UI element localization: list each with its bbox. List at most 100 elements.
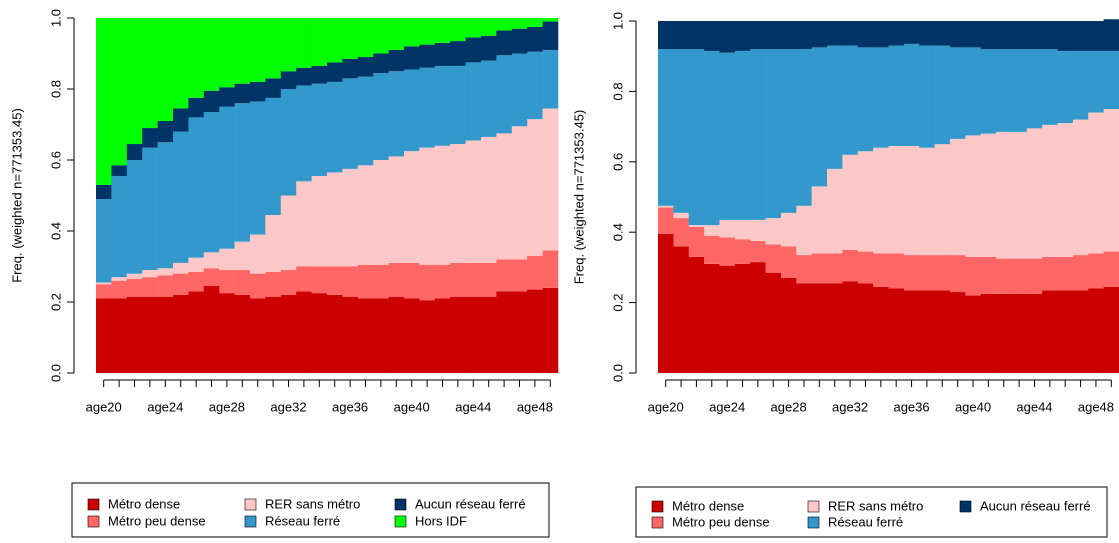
bar-segment <box>311 83 328 176</box>
bar-segment <box>250 81 266 102</box>
bar-segment <box>311 266 328 294</box>
legend-label: Hors IDF <box>415 513 467 528</box>
bar-segment <box>96 18 112 185</box>
bar-segment <box>250 101 266 235</box>
bar-segment <box>811 47 828 187</box>
bar-segment <box>658 207 674 234</box>
bar-segment <box>234 83 251 104</box>
bar-segment <box>357 264 374 299</box>
bar-segment <box>188 257 205 272</box>
bar-segment <box>996 49 1012 132</box>
bar-segment <box>342 78 359 169</box>
bar-segment <box>142 18 158 129</box>
bar-segment <box>1011 21 1028 50</box>
y-tick-label: 0.4 <box>48 222 63 240</box>
bar-segment <box>357 18 374 58</box>
bar-segment <box>996 258 1012 294</box>
bar-segment <box>388 49 405 72</box>
bar-segment <box>450 65 466 145</box>
bar-segment <box>157 142 174 269</box>
bar-segment <box>342 296 359 373</box>
bar-segment <box>903 43 920 146</box>
bar-segment <box>265 18 282 79</box>
x-tick-label: age24 <box>709 399 745 414</box>
bar-segment <box>126 144 143 160</box>
bar-segment <box>465 262 482 297</box>
bar-segment <box>219 270 235 294</box>
bar-segment <box>996 293 1012 373</box>
bar-segment <box>481 136 497 263</box>
x-tick-label: age44 <box>1016 399 1052 414</box>
bar-segment <box>296 18 312 68</box>
bar-segment <box>1103 109 1119 252</box>
bar-segment <box>719 265 736 373</box>
bar-segment <box>157 120 174 143</box>
bar-segment <box>250 18 266 82</box>
bar-segment <box>419 18 436 45</box>
bar-segment <box>327 266 343 295</box>
bar-segment <box>203 90 220 113</box>
bar-segment <box>873 47 889 148</box>
bar-segment <box>704 21 720 51</box>
bar-segment <box>142 147 158 271</box>
bar-segment <box>265 296 282 373</box>
bar-segment <box>704 50 720 226</box>
bar-segment <box>388 262 405 297</box>
bar-segment <box>827 21 843 46</box>
bar-segment <box>750 241 766 263</box>
bar-segment <box>357 298 374 373</box>
bar-segment <box>111 277 128 281</box>
bar-segment <box>157 275 174 297</box>
bar-segment <box>949 292 966 373</box>
bar-segment <box>688 225 705 227</box>
x-tick-label: age28 <box>209 399 245 414</box>
bar-segment <box>842 21 859 46</box>
bar-segment <box>465 37 482 63</box>
bar-segment <box>1011 258 1028 294</box>
bar-segment <box>419 67 436 148</box>
bar-segment <box>434 264 451 299</box>
bar-segment <box>511 291 528 373</box>
bar-segment <box>157 296 174 373</box>
y-tick-label: 0.6 <box>610 153 625 171</box>
bar-segment <box>450 18 466 42</box>
bar-segment <box>796 21 812 50</box>
x-tick-label: age20 <box>86 399 122 414</box>
bar-segment <box>96 199 112 283</box>
y-tick-label: 0.0 <box>48 364 63 382</box>
bar-segment <box>658 205 674 208</box>
bar-segment <box>857 283 874 373</box>
x-tick-label: age44 <box>455 399 491 414</box>
y-tick-label: 0.8 <box>610 82 625 100</box>
bar-segment <box>111 175 128 278</box>
bar-segment <box>496 18 513 31</box>
bar-segment <box>219 106 235 249</box>
bar-segment <box>481 262 497 297</box>
bar-segment <box>342 168 359 267</box>
legend-label: Réseau ferré <box>265 513 340 528</box>
x-tick-label: age24 <box>147 399 183 414</box>
x-tick-label: age40 <box>394 399 430 414</box>
bar-segment <box>780 246 797 278</box>
bar-segment <box>965 47 981 136</box>
bar-segment <box>419 44 436 68</box>
legend-swatch <box>394 515 407 528</box>
legend-label: Métro dense <box>672 498 744 513</box>
bar-segment <box>919 147 935 256</box>
bar-segment <box>1088 112 1104 254</box>
bar-segment <box>873 253 889 287</box>
legend-swatch <box>244 498 257 511</box>
bar-segment <box>203 18 220 91</box>
bar-segment <box>388 18 405 50</box>
bar-segment <box>1042 49 1058 125</box>
bar-segment <box>511 259 528 292</box>
bar-segment <box>780 21 797 50</box>
bar-segment <box>434 65 451 146</box>
bar-segment <box>765 49 782 219</box>
bar-segment <box>719 219 736 238</box>
bar-segment <box>980 256 997 294</box>
bar-segment <box>126 273 143 279</box>
bar-segment <box>796 283 812 373</box>
bar-segment <box>157 268 174 276</box>
bar-segment <box>342 18 359 59</box>
